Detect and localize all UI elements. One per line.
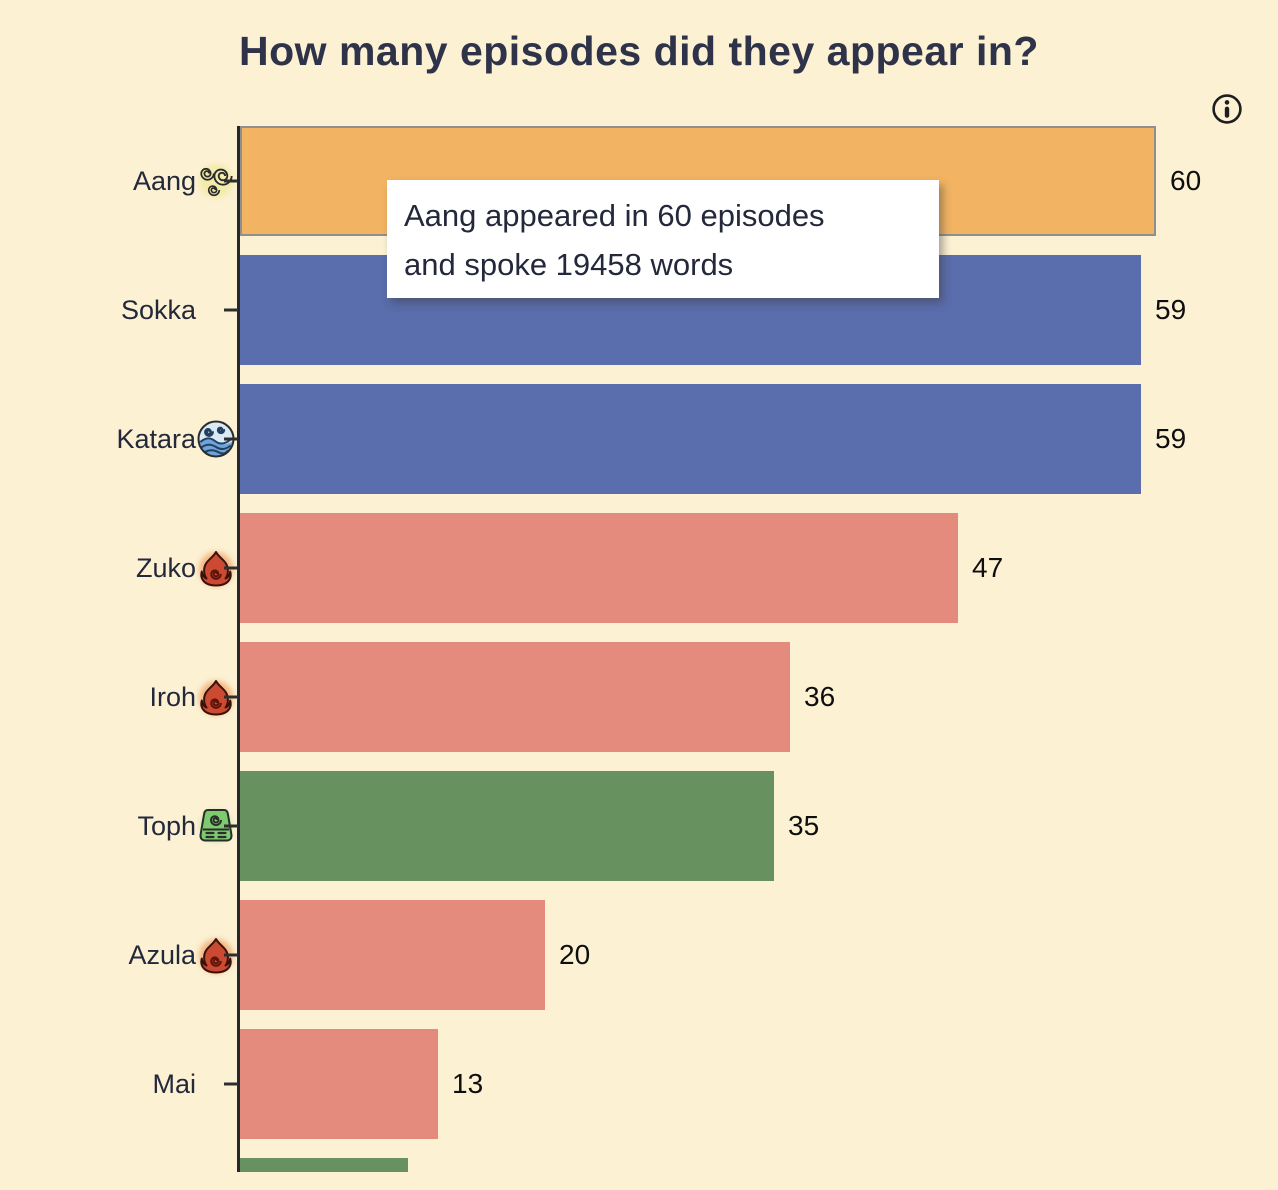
- axis-tick: [224, 824, 238, 828]
- axis-tick: [224, 437, 238, 441]
- axis-tick: [224, 1082, 238, 1086]
- tooltip-line1: Aang appeared in 60 episodes: [404, 198, 825, 233]
- bar-row: Azula 20: [0, 900, 1278, 1010]
- info-icon[interactable]: [1210, 92, 1244, 126]
- fire-icon: [195, 933, 238, 977]
- bar[interactable]: [240, 1158, 408, 1172]
- bar-row: Iroh 36: [0, 642, 1278, 752]
- axis-tick: [224, 179, 238, 183]
- fire-icon: [195, 675, 238, 719]
- chart-title: How many episodes did they appear in?: [239, 28, 1039, 74]
- bar[interactable]: [240, 384, 1141, 494]
- value-label: 13: [452, 1068, 484, 1099]
- bar[interactable]: [240, 642, 790, 752]
- air-icon: [195, 159, 238, 203]
- value-label: 35: [788, 810, 820, 841]
- bar[interactable]: [240, 771, 774, 881]
- bar[interactable]: [240, 1029, 438, 1139]
- bar-row: Toph 35: [0, 771, 1278, 881]
- category-label: Katara: [116, 423, 196, 454]
- value-label: 59: [1155, 294, 1187, 325]
- category-label: Iroh: [149, 681, 196, 712]
- category-label-cell: Zuko: [0, 513, 196, 623]
- axis-tick: [224, 695, 238, 699]
- value-label: 59: [1155, 423, 1187, 454]
- axis-tick: [224, 308, 238, 312]
- category-label-cell: [0, 1158, 196, 1172]
- y-axis-line: [237, 126, 240, 1172]
- bar[interactable]: [240, 900, 545, 1010]
- bar-row: Mai 13: [0, 1029, 1278, 1139]
- category-label-cell: Azula: [0, 900, 196, 1010]
- category-label-cell: Toph: [0, 771, 196, 881]
- category-label: Zuko: [135, 552, 196, 583]
- value-label: 20: [559, 939, 591, 970]
- value-label: 36: [804, 681, 836, 712]
- category-label: Azula: [128, 939, 196, 970]
- category-label-cell: Iroh: [0, 642, 196, 752]
- category-label-cell: Mai: [0, 1029, 196, 1139]
- category-label-cell: Sokka: [0, 255, 196, 365]
- value-label: 47: [972, 552, 1004, 583]
- bar[interactable]: [240, 513, 958, 623]
- category-label: Sokka: [120, 294, 196, 325]
- value-label: 60: [1170, 165, 1202, 196]
- category-label: Aang: [132, 165, 196, 196]
- axis-tick: [224, 953, 238, 957]
- bar-row: [0, 1158, 1278, 1172]
- category-label: Mai: [152, 1068, 196, 1099]
- axis-tick: [224, 566, 238, 570]
- category-label: Toph: [137, 810, 196, 841]
- fire-icon: [195, 546, 238, 590]
- bar-row: Zuko 47: [0, 513, 1278, 623]
- category-label-cell: Aang: [0, 126, 196, 236]
- tooltip: Aang appeared in 60 episodes and spoke 1…: [387, 180, 939, 298]
- tooltip-line2: and spoke 19458 words: [404, 247, 734, 282]
- bar-row: Katara 59: [0, 384, 1278, 494]
- category-label-cell: Katara: [0, 384, 196, 494]
- earth-icon: [195, 804, 238, 848]
